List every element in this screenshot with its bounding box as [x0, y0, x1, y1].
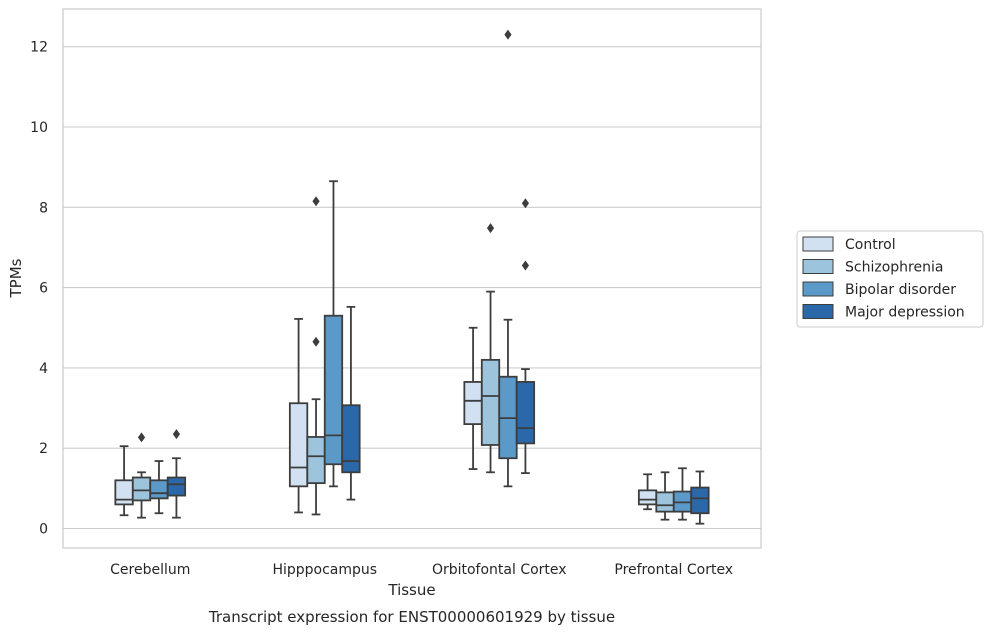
outlier-point [172, 429, 181, 440]
box-iqr [323, 314, 344, 466]
legend-swatch [802, 236, 834, 252]
x-tick-label: Prefrontal Cortex [614, 562, 733, 578]
box-control [288, 318, 309, 514]
outlier-point [504, 29, 512, 40]
box-bipolar-disorder [672, 467, 693, 521]
box-control [637, 473, 658, 511]
legend: Control Schizophrenia Bipolar disorder Majo… [796, 230, 984, 328]
box-schizophrenia [306, 196, 326, 516]
outlier-point [521, 260, 530, 271]
box-iqr [149, 479, 169, 500]
gridlines [63, 46, 761, 530]
box-iqr [306, 436, 326, 485]
y-tick-labels: 0 2 4 6 8 10 12 [30, 40, 48, 538]
legend-label: Schizophrenia [845, 260, 943, 276]
outlier-point [486, 223, 495, 234]
outlier-point [312, 196, 320, 207]
box-iqr [463, 381, 483, 426]
box-bipolar-disorder [498, 29, 518, 488]
plot-frame [62, 8, 762, 549]
legend-swatch [802, 281, 834, 297]
legend-frame [796, 230, 984, 328]
box-bipolar-disorder [323, 180, 344, 488]
chart-caption: Transcript expression for ENST0000060192… [208, 608, 615, 626]
legend-label: Bipolar disorder [845, 282, 956, 298]
box-control [114, 445, 134, 517]
outlier-point [521, 198, 530, 209]
x-tick-label: Hipppocampus [272, 562, 377, 578]
y-tick-label: 4 [39, 361, 48, 377]
y-tick-label: 12 [30, 40, 48, 56]
x-tick-labels: Cerebellum Hipppocampus Orbitofontal Corte… [110, 562, 733, 578]
y-tick-label: 10 [30, 120, 48, 136]
box-iqr [655, 491, 675, 513]
x-tick-label: Cerebellum [110, 562, 190, 578]
y-tick-label: 6 [39, 281, 48, 297]
outlier-point [312, 336, 320, 347]
box-schizophrenia [480, 223, 501, 474]
x-tick-label: Orbitofontal Cortex [432, 562, 567, 578]
x-axis-label: Tissue [387, 581, 435, 599]
box-schizophrenia [655, 471, 675, 521]
legend-swatch [802, 304, 834, 319]
y-tick-label: 0 [39, 522, 48, 538]
box-iqr [341, 404, 361, 474]
box-iqr [288, 402, 309, 488]
outlier-point [137, 432, 146, 443]
box-major-depression [341, 305, 361, 501]
y-axis-label: TPMs [7, 258, 25, 298]
box-control [463, 326, 483, 470]
box-iqr [690, 486, 710, 515]
box-schizophrenia [131, 432, 152, 519]
y-tick-label: 8 [39, 200, 48, 216]
y-tick-label: 2 [39, 441, 48, 457]
boxes [114, 29, 710, 525]
legend-items: Control Schizophrenia Bipolar disorder Majo… [802, 236, 965, 321]
box-major-depression [515, 198, 536, 474]
box-bipolar-disorder [149, 460, 169, 515]
box-major-depression [166, 429, 187, 519]
box-iqr [114, 479, 134, 506]
legend-label: Control [845, 237, 896, 253]
box-iqr [166, 476, 187, 497]
box-iqr [480, 358, 501, 446]
legend-swatch [802, 259, 834, 274]
box-iqr [131, 476, 152, 502]
box-iqr [637, 489, 658, 506]
box-major-depression [690, 470, 710, 525]
legend-label: Major depression [845, 305, 965, 321]
box-iqr [515, 381, 536, 445]
